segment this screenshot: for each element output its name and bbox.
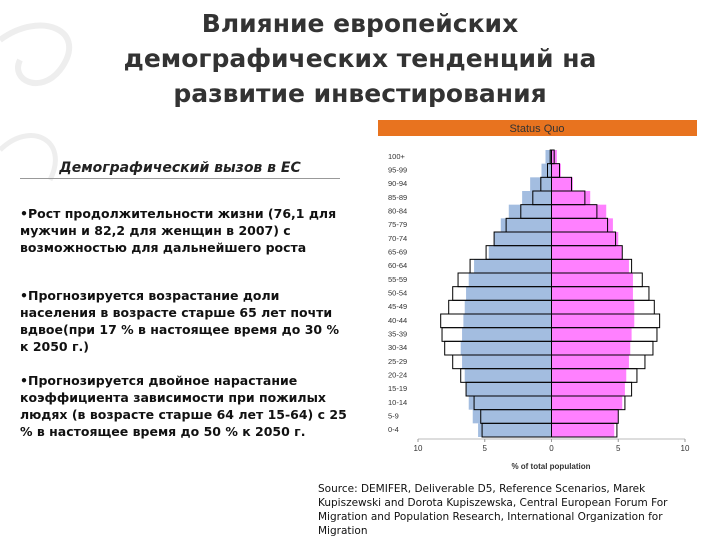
bullet: •Рост продолжительности жизни (76,1 для … xyxy=(20,206,341,255)
bar xyxy=(551,273,633,287)
bar xyxy=(551,218,613,232)
bar xyxy=(468,396,552,410)
bar xyxy=(551,245,623,260)
y-tick-label: 45-49 xyxy=(388,302,407,311)
decoration xyxy=(0,22,73,87)
y-tick-label: 35-39 xyxy=(388,329,407,338)
bar xyxy=(463,314,552,328)
y-tick-label: 100+ xyxy=(388,152,406,161)
bar xyxy=(551,396,623,410)
bar xyxy=(551,232,619,246)
bar xyxy=(551,423,615,437)
bar xyxy=(472,409,552,424)
y-tick-label: 30-34 xyxy=(388,343,407,352)
y-tick-label: 10-14 xyxy=(388,398,407,407)
bar xyxy=(551,382,625,396)
bar xyxy=(541,163,552,178)
y-tick-label: 5-9 xyxy=(388,411,399,420)
y-tick-label: 90-94 xyxy=(388,179,407,188)
bar xyxy=(551,286,633,301)
y-tick-label: 70-74 xyxy=(388,234,407,243)
chart-title: Status Quo xyxy=(509,123,564,135)
bar xyxy=(466,286,552,301)
bullet: •Прогнозируется двойное нарастание коэфф… xyxy=(20,373,352,439)
subtitle: Демографический вызов в ЕС xyxy=(20,160,340,179)
x-axis-label: % of total population xyxy=(511,462,590,471)
outline-bar xyxy=(551,422,618,438)
x-tick-label: 5 xyxy=(616,444,621,453)
bar xyxy=(551,204,607,219)
x-tick-label: 0 xyxy=(549,444,554,453)
decoration xyxy=(0,133,58,182)
source: Source: DEMIFER, Deliverable D5, Referen… xyxy=(318,483,668,537)
bar xyxy=(551,177,573,191)
bar xyxy=(551,368,627,383)
bar xyxy=(464,300,552,314)
x-tick-label: 10 xyxy=(681,444,690,453)
bullet: •Прогнозируется возрастание доли населен… xyxy=(20,288,344,354)
bar xyxy=(474,259,552,273)
bar xyxy=(545,150,552,164)
x-tick-label: 10 xyxy=(414,444,423,453)
y-tick-label: 25-29 xyxy=(388,357,407,366)
y-tick-label: 55-59 xyxy=(388,275,407,284)
y-tick-label: 65-69 xyxy=(388,247,407,256)
bar xyxy=(551,300,635,314)
bar xyxy=(500,218,552,232)
bar xyxy=(468,273,552,287)
y-tick-label: 15-19 xyxy=(388,384,407,393)
bar xyxy=(494,232,552,246)
bar xyxy=(462,327,552,342)
bar xyxy=(551,191,591,205)
bar xyxy=(508,204,552,219)
bar xyxy=(478,423,552,437)
y-tick-label: 85-89 xyxy=(388,193,407,202)
y-tick-label: 40-44 xyxy=(388,316,407,325)
bar xyxy=(551,163,561,178)
bar xyxy=(460,341,552,355)
bar xyxy=(551,355,629,369)
chart-title-bar xyxy=(378,120,697,136)
bar xyxy=(551,314,635,328)
bar xyxy=(551,409,619,424)
y-tick-label: 20-24 xyxy=(388,370,407,379)
bar xyxy=(522,191,552,205)
y-tick-label: 0-4 xyxy=(388,425,399,434)
y-tick-label: 50-54 xyxy=(388,288,407,297)
y-tick-label: 75-79 xyxy=(388,220,407,229)
y-tick-label: 60-64 xyxy=(388,261,407,270)
bar xyxy=(462,355,552,369)
x-tick-label: 5 xyxy=(483,444,488,453)
bar xyxy=(551,341,631,355)
bar xyxy=(466,382,552,396)
bar xyxy=(464,368,552,383)
bar xyxy=(551,327,632,342)
y-tick-label: 95-99 xyxy=(388,165,407,174)
slide-title: Влияние европейских демографических тенд… xyxy=(123,9,597,108)
y-tick-label: 80-84 xyxy=(388,206,407,215)
bar xyxy=(488,245,552,260)
bar xyxy=(551,259,629,273)
